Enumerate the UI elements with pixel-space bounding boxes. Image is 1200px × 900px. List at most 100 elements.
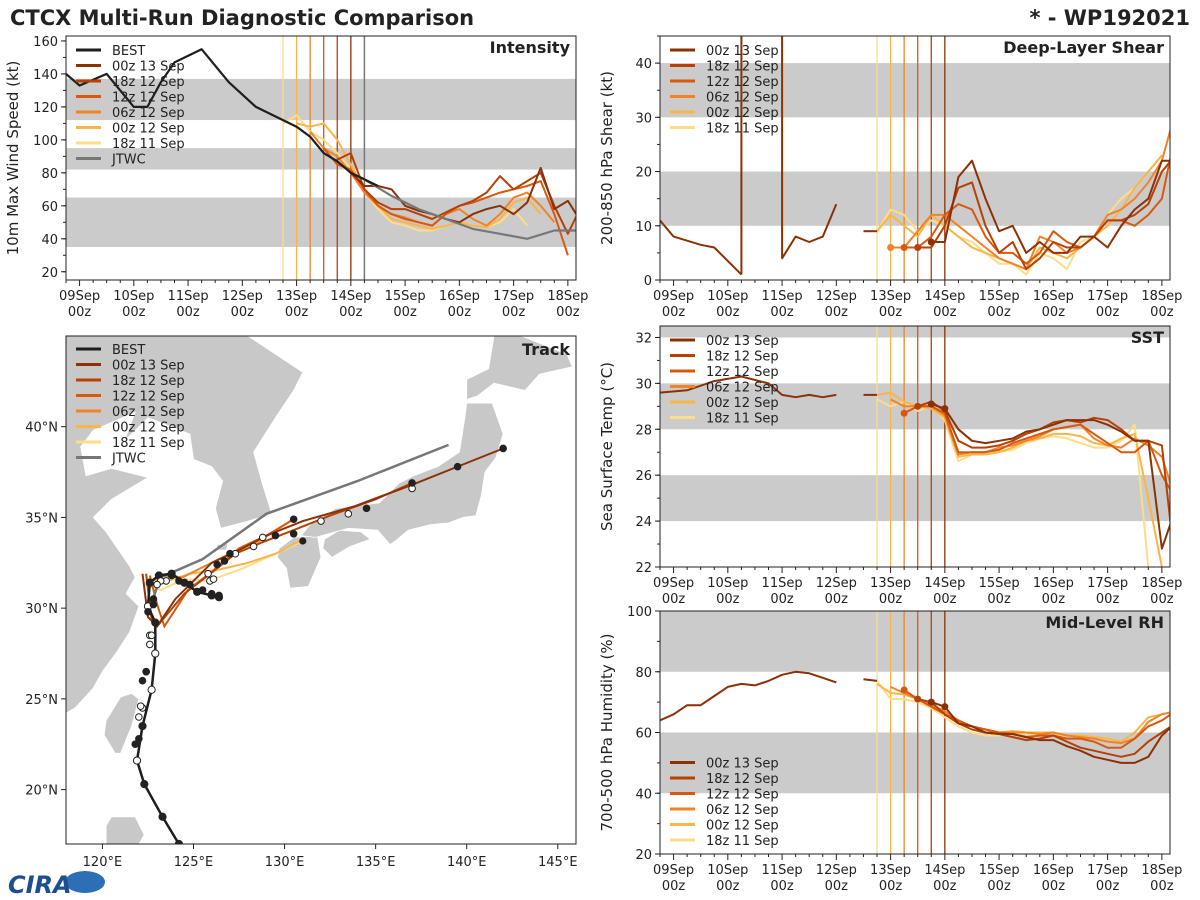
legend-label: JTWC [111,452,146,467]
x-tick-label: 16Sep [1033,576,1074,591]
forecast-position-point [207,589,216,598]
y-tick-label: 60 [635,727,652,742]
y-tick-label: 100 [33,134,58,149]
x-tick-label: 00z [122,305,146,320]
y-axis-label: 10m Max Wind Speed (kt) [4,61,22,256]
x-tick-label: 00z [716,879,740,894]
shaded-band [66,148,576,170]
best-track-point [145,578,154,587]
series-line-00z-13-sep [930,403,1170,550]
legend-label: 00z 12 Sep [112,421,185,436]
y-tick-label: 160 [33,35,58,50]
forecast-position-point [249,542,258,551]
x-tick-label: 16Sep [1033,289,1074,304]
series-line-00z-12-sep [296,122,542,230]
series-line-jtwc [363,178,576,240]
x-tick-label: 13Sep [870,289,911,304]
x-tick-label: 18Sep [1141,289,1182,304]
legend-label: 00z 12 Sep [706,106,779,121]
series-line-00z-13-sep [931,159,1170,254]
best-track-point [138,721,147,731]
x-tick-label: 11Sep [762,289,803,304]
panel-title: Deep-Layer Shear [1003,38,1164,57]
legend-label: 00z 12 Sep [706,396,779,411]
plot-frame [65,335,577,845]
x-tick-label: 13Sep [870,863,911,878]
shikoku-shape [322,529,372,558]
x-tick-label: 00z [1042,305,1066,320]
forecast-end-point [499,444,507,453]
figure-title: CTCX Multi-Run Diagnostic Comparison [10,6,474,30]
series-marker [900,409,908,417]
series-marker [887,243,895,251]
x-tick-label: 00z [662,592,686,607]
y-tick-label: 20 [635,166,652,181]
best-track-point [147,685,156,694]
x-tick-label: 13Sep [276,289,317,304]
series-line-00z-13-sep [930,701,1170,764]
forecast-position-point [362,504,371,513]
x-tick-label: 16Sep [1033,863,1074,878]
x-tick-label: 00z [987,305,1011,320]
x-tick-label: 145°E [538,855,578,870]
y-tick-label: 30°N [25,602,58,617]
y-tick-label: 22 [635,561,652,576]
legend-label: 18z 11 Sep [706,834,779,849]
x-tick-label: 00z [879,879,903,894]
forecast-position-point [198,586,207,594]
legend-label: 18z 11 Sep [706,412,779,427]
x-tick-label: 00z [825,305,849,320]
best-track-point [174,839,184,844]
series-line-00z-13-sep [781,36,838,260]
mainland-asia-shape [66,336,304,714]
x-tick-label: 12Sep [816,289,857,304]
x-tick-label: 00z [1042,592,1066,607]
shaded-band [660,611,1170,672]
x-tick-label: 00z [1042,879,1066,894]
panel-title: Track [522,340,570,359]
x-tick-label: 00z [879,305,903,320]
series-line-best [66,48,379,187]
forecast-position-point [258,533,267,542]
y-tick-label: 120 [33,101,58,116]
logo-text: CIRA [8,871,72,899]
x-tick-label: 14Sep [330,289,371,304]
forecast-position-point [175,577,183,585]
legend-label: 12z 12 Sep [706,788,779,803]
forecast-position-point [453,462,462,471]
legend-label: 00z 13 Sep [112,359,185,374]
series-marker [914,402,922,410]
y-tick-label: 40 [635,787,652,802]
x-tick-label: 00z [933,592,957,607]
y-tick-label: 40 [635,57,652,72]
sst-panel: 22242628303209Sep00z10Sep00z11Sep00z12Se… [598,325,1182,607]
x-tick-label: 140°E [447,855,487,870]
forecast-position-point [131,740,140,749]
x-tick-label: 00z [68,305,92,320]
x-tick-label: 00z [770,592,794,607]
legend-label: 12z 12 Sep [112,91,185,106]
legend-label: 18z 12 Sep [706,350,779,365]
forecast-position-point [144,607,152,616]
forecast-position-point [153,580,161,589]
series-marker [941,405,949,413]
plot-frame [65,35,577,281]
y-tick-label: 30 [635,377,652,392]
logo-swirl-icon [65,871,105,893]
x-tick-label: 13Sep [870,576,911,591]
x-tick-label: 10Sep [707,289,748,304]
x-tick-label: 00z [770,305,794,320]
series-marker [914,695,922,703]
forecast-position-point [213,560,221,569]
x-tick-label: 00z [448,305,472,320]
y-tick-label: 10 [635,220,652,235]
x-tick-label: 17Sep [1087,289,1128,304]
cira-logo: CIRA [8,871,105,899]
series-line-06z-12-sep [890,127,1170,271]
series-line-18z-12-sep [336,152,576,235]
x-tick-label: 00z [770,879,794,894]
x-tick-label: 00z [393,305,417,320]
series-line-00z-13-sep [660,375,837,399]
best-track-point [158,812,167,821]
shaded-band [660,475,1170,522]
